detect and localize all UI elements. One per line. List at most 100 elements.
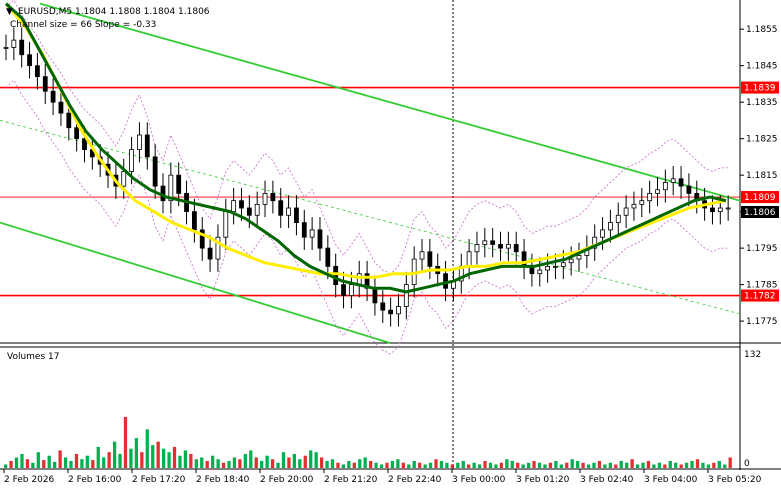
volume-bar bbox=[728, 457, 732, 468]
candle-body bbox=[301, 222, 307, 238]
volume-bar bbox=[516, 462, 520, 468]
volume-bar bbox=[232, 457, 237, 468]
symbol-info: EURUSD,M5 1.1804 1.1808 1.1804 1.1806 bbox=[18, 7, 210, 17]
volume-bar bbox=[483, 460, 487, 468]
ma-fast-line[interactable] bbox=[4, 2, 727, 294]
volume-bar bbox=[674, 462, 678, 468]
candle-body bbox=[294, 207, 299, 223]
candle-body bbox=[419, 251, 425, 260]
volume-bar bbox=[276, 462, 280, 468]
candle-body bbox=[176, 174, 182, 194]
volume-bar bbox=[221, 462, 226, 468]
volume-bar bbox=[537, 462, 542, 468]
volume-bar bbox=[641, 462, 645, 468]
candle-body bbox=[427, 251, 433, 267]
time-tick-label: 3 Feb 00:00 bbox=[452, 475, 506, 485]
volume-bar bbox=[467, 464, 471, 468]
candle-body bbox=[199, 229, 205, 249]
volume-bar bbox=[341, 464, 346, 468]
volume-bar bbox=[151, 445, 155, 468]
candle-body bbox=[568, 258, 574, 264]
volume-bar bbox=[679, 464, 683, 468]
volume-bar bbox=[363, 457, 367, 468]
volume-bar bbox=[91, 460, 95, 468]
candle-body bbox=[231, 200, 237, 213]
volume-bar bbox=[330, 459, 335, 468]
channel-lower-line[interactable] bbox=[0, 221, 391, 344]
volume-bar bbox=[14, 457, 19, 468]
volume-bar bbox=[80, 459, 84, 468]
volume-bar bbox=[663, 464, 667, 468]
volume-bar bbox=[20, 453, 24, 468]
candle-body bbox=[655, 189, 660, 194]
time-tick-label: 3 Feb 04:00 bbox=[644, 475, 698, 485]
candle-body bbox=[333, 265, 339, 286]
volume-bar bbox=[390, 460, 395, 468]
candle-body bbox=[380, 302, 386, 311]
volume-bar bbox=[717, 460, 721, 468]
candle-body bbox=[639, 200, 645, 205]
volume-bar bbox=[303, 455, 307, 468]
volume-bar bbox=[695, 459, 700, 468]
price-tick-label: 1.1825 bbox=[746, 135, 778, 145]
volume-bar bbox=[630, 459, 634, 468]
volume-bar bbox=[211, 455, 215, 468]
volume-bar bbox=[189, 453, 193, 468]
volume-bar bbox=[586, 464, 591, 468]
candle-body bbox=[623, 207, 629, 216]
volume-bar bbox=[309, 450, 313, 468]
volume-bar bbox=[140, 452, 144, 468]
channel-mid-line[interactable] bbox=[0, 120, 741, 315]
volume-bar bbox=[428, 462, 433, 468]
candle-body bbox=[121, 171, 127, 187]
candle-body bbox=[58, 101, 64, 114]
volume-bar bbox=[102, 457, 106, 468]
candle-body bbox=[717, 207, 723, 213]
volume-bar bbox=[238, 459, 242, 468]
volume-bar bbox=[336, 462, 340, 468]
candle-body bbox=[686, 185, 692, 194]
volume-bar bbox=[450, 464, 454, 468]
volume-bar bbox=[521, 464, 525, 468]
volume-bar bbox=[161, 448, 166, 468]
channel-upper-line[interactable] bbox=[39, 2, 741, 202]
volume-bar bbox=[625, 462, 629, 468]
time-tick-label: 2 Feb 2026 bbox=[4, 475, 55, 485]
candle-body bbox=[592, 236, 598, 249]
volume-bar bbox=[592, 462, 596, 468]
volume-bar bbox=[412, 460, 416, 468]
volume-scale-max: 132 bbox=[744, 350, 761, 360]
candle-body bbox=[254, 203, 260, 216]
volume-bar bbox=[712, 462, 716, 468]
time-tick-label: 3 Feb 01:20 bbox=[516, 475, 570, 485]
candle-body bbox=[498, 244, 503, 249]
time-tick-label: 2 Feb 17:20 bbox=[132, 475, 186, 485]
candle-body bbox=[246, 207, 252, 216]
volume-bar bbox=[570, 459, 574, 468]
dropdown-arrow-icon[interactable]: ▼ bbox=[6, 7, 13, 17]
volume-bar bbox=[499, 462, 504, 468]
volume-bar bbox=[112, 441, 117, 468]
candle-body bbox=[537, 269, 543, 275]
volume-bar bbox=[118, 453, 122, 468]
volume-bar bbox=[281, 452, 286, 468]
price-badge-label: 1.1782 bbox=[744, 292, 776, 302]
candle-body bbox=[325, 247, 331, 267]
price-badge-label: 1.1839 bbox=[744, 84, 776, 94]
candle-body bbox=[348, 284, 354, 296]
candle-body bbox=[239, 200, 244, 209]
volume-bar bbox=[619, 460, 623, 468]
volume-bar bbox=[325, 460, 329, 468]
envelope-upper bbox=[5, 0, 729, 275]
volume-bar bbox=[134, 438, 139, 468]
volume-bar bbox=[58, 450, 62, 468]
candle-body bbox=[474, 244, 480, 253]
candle-body bbox=[152, 156, 158, 187]
candle-body bbox=[42, 76, 48, 92]
candle-body bbox=[223, 211, 229, 238]
volume-bar bbox=[216, 459, 220, 468]
volume-bar bbox=[565, 462, 569, 468]
candle-body bbox=[309, 229, 315, 238]
